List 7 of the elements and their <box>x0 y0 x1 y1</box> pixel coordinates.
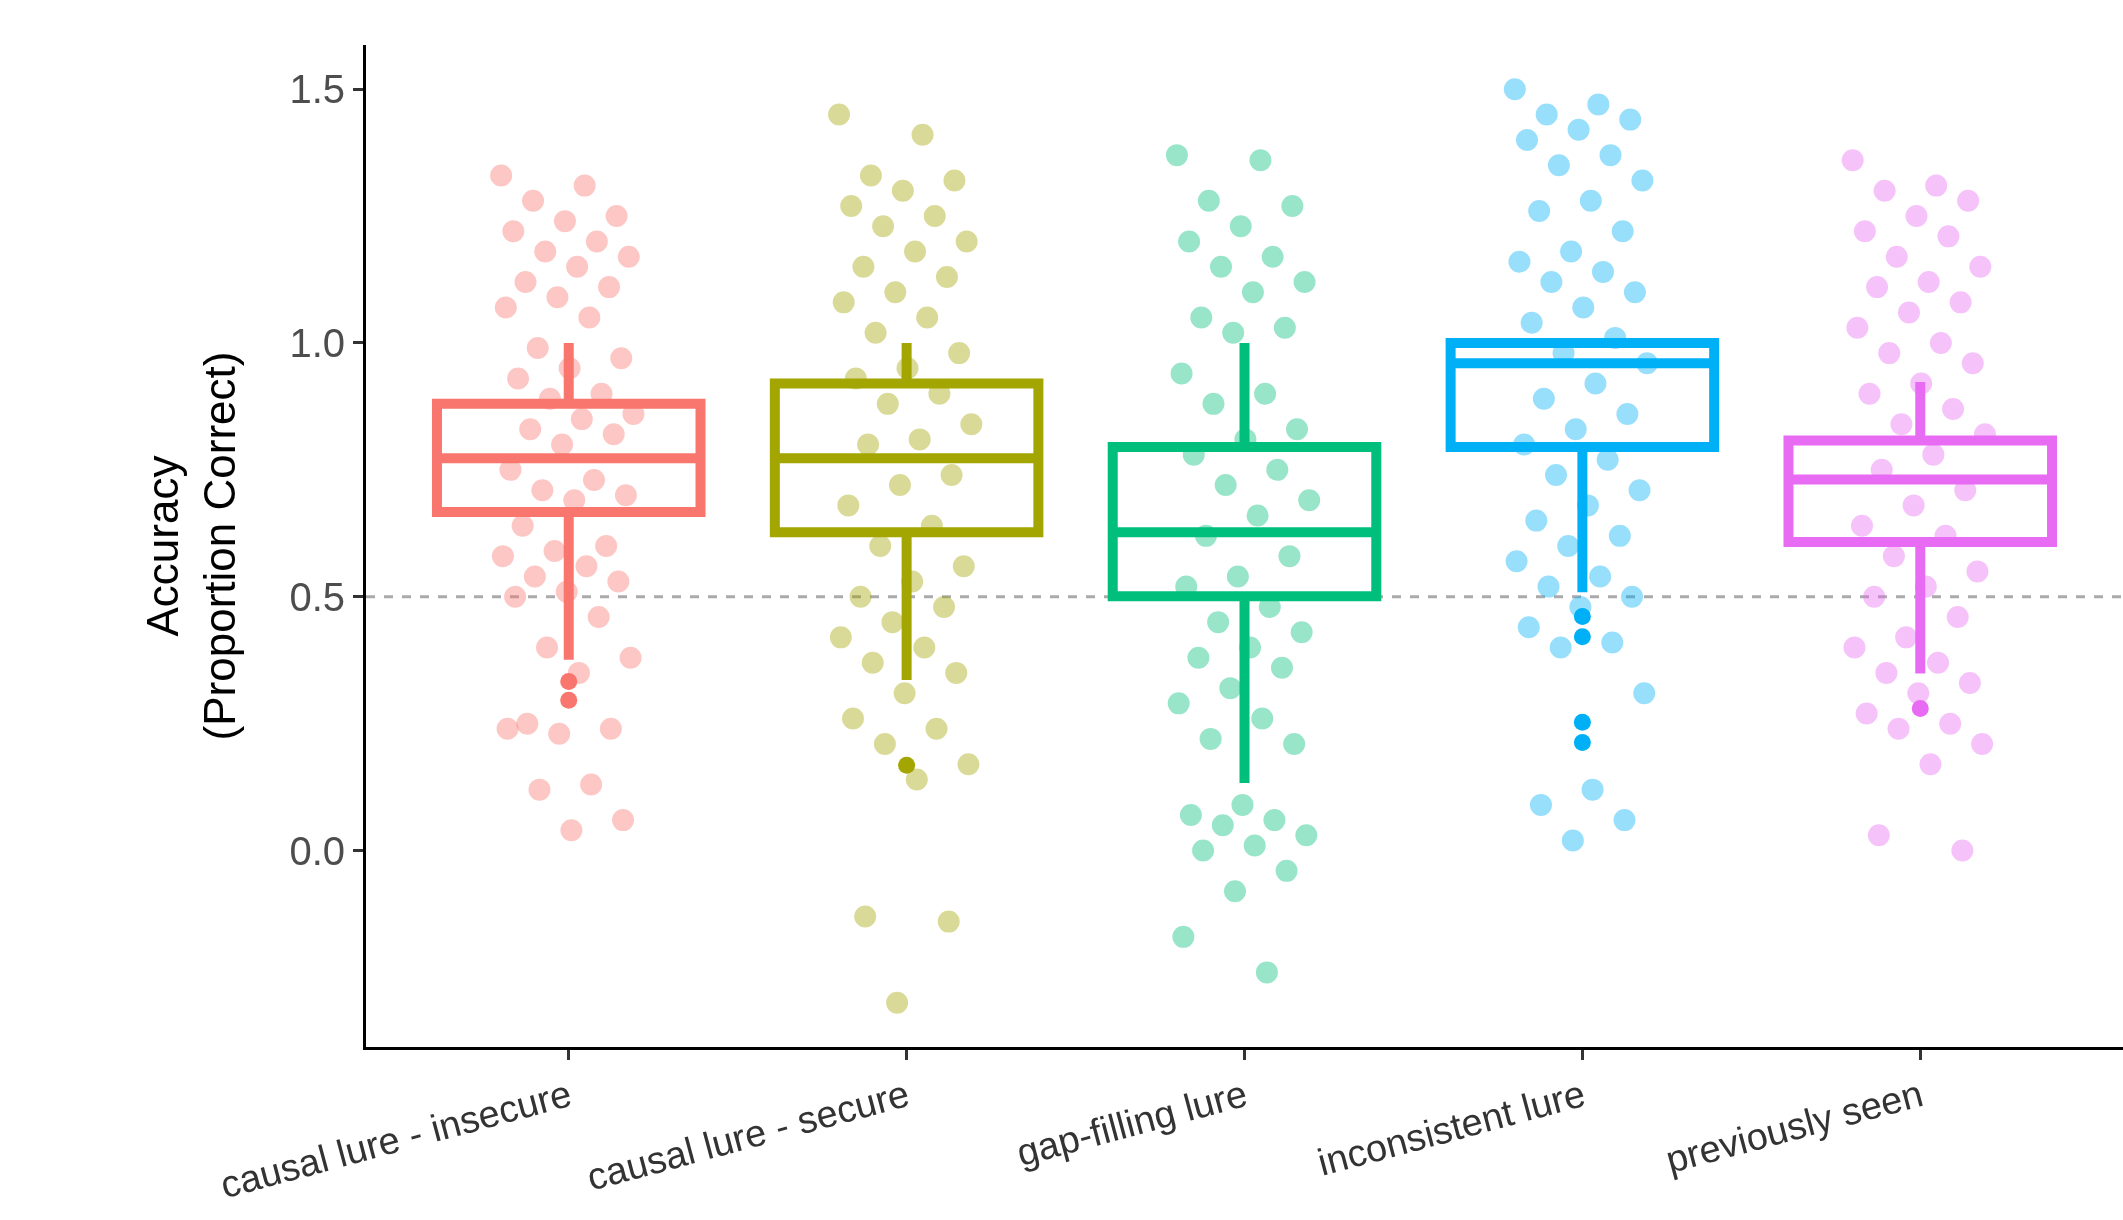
x-tick-label: causal lure - insecure <box>215 1072 576 1207</box>
y-tick-label: 1.5 <box>289 67 345 112</box>
y-tick-label: 1.0 <box>289 320 345 365</box>
x-tick-label: causal lure - secure <box>582 1072 914 1199</box>
y-axis-title: Accuracy (Proportion Correct) <box>138 351 245 741</box>
y-tick-label: 0.0 <box>289 828 345 873</box>
y-tick-label: 0.5 <box>289 574 345 619</box>
